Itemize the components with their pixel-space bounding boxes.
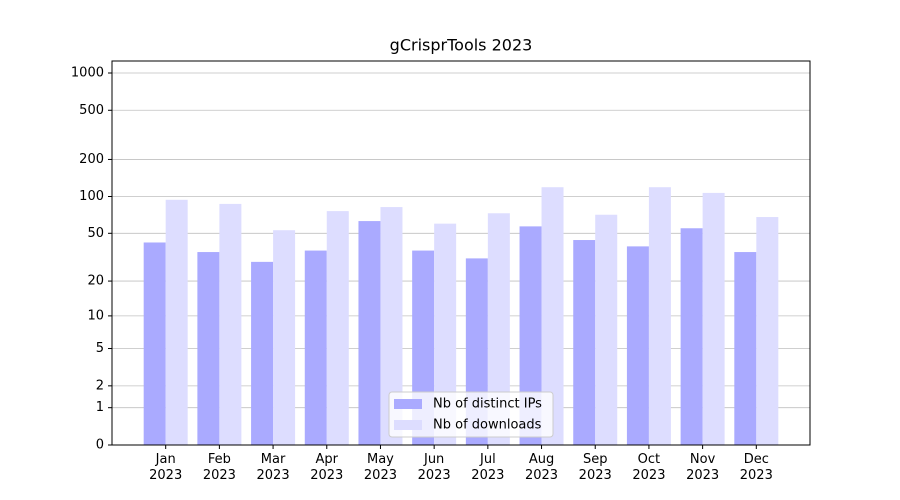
legend-swatch [394,420,422,430]
plot-frame [111,60,811,446]
bar [519,226,542,445]
legend-box [388,391,554,438]
bar [595,214,618,445]
x-tick-label: Feb 2023 [202,452,236,483]
bar [304,250,327,445]
bar [756,217,779,445]
bar [487,213,510,445]
bar [626,246,649,445]
bar [143,242,166,445]
x-tick-label: May 2023 [363,452,397,483]
y-tick-label: 1000 [71,66,104,81]
y-tick-label: 5 [96,341,104,356]
bar [648,187,671,445]
x-tick-label: Jun 2023 [417,452,451,483]
x-tick-label: Nov 2023 [686,452,720,483]
bar [734,252,757,445]
bar [358,221,381,445]
bar [573,240,596,445]
legend: Nb of distinct IPs Nb of downloads [388,391,554,438]
x-tick-label: Apr 2023 [310,452,344,483]
y-tick-label: 200 [79,152,104,167]
x-tick-label: Jan 2023 [149,452,183,483]
bar [434,223,457,445]
y-tick-label: 2 [96,378,104,393]
y-tick-label: 1 [96,400,104,415]
y-tick-label: 20 [87,274,104,289]
y-tick-label: 50 [87,226,104,241]
legend-swatch [394,399,422,409]
bar [219,203,242,445]
x-tick-label: Jul 2023 [471,452,505,483]
bar [251,261,274,445]
bar [702,192,725,445]
chart-title: gCrisprTools 2023 [390,36,533,55]
bar [541,187,564,445]
bar [326,211,349,445]
x-tick-label: Oct 2023 [632,452,666,483]
bar [197,252,220,445]
bar [680,228,703,445]
x-tick-label: Dec 2023 [739,452,773,483]
legend-label: Nb of downloads [433,418,542,433]
legend-label: Nb of distinct IPs [433,397,542,412]
x-tick-label: Sep 2023 [578,452,612,483]
bar [380,207,403,445]
y-tick-label: 0 [96,438,104,453]
x-tick-label: Aug 2023 [524,452,559,483]
y-tick-label: 500 [79,103,104,118]
bar [273,230,296,445]
y-tick-label: 100 [79,189,104,204]
y-tick-label: 10 [87,308,104,323]
bar [165,199,188,445]
x-tick-label: Mar 2023 [256,452,290,483]
